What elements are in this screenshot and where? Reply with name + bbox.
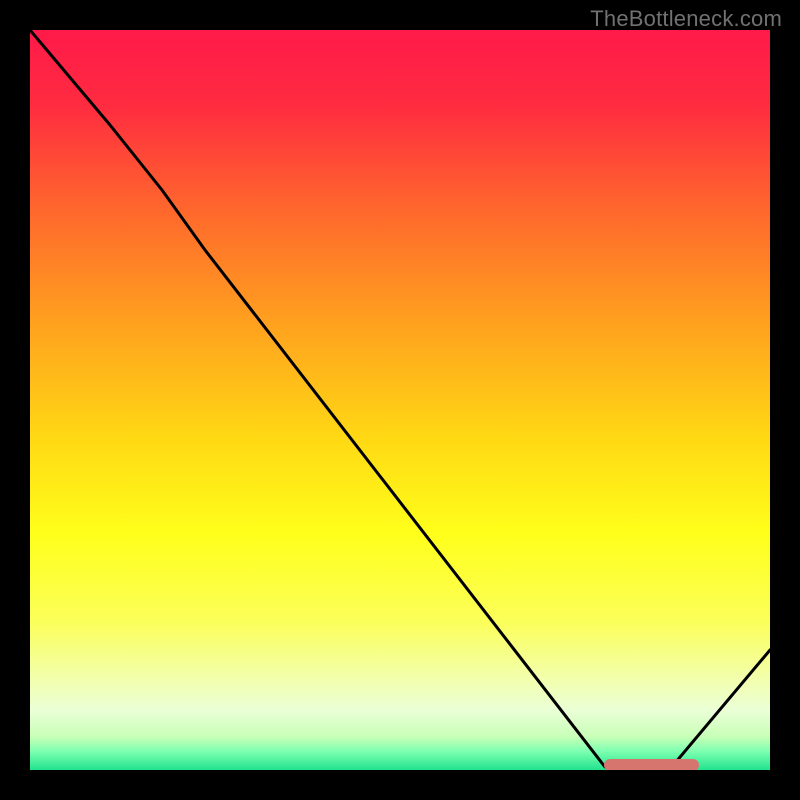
plot-svg <box>30 30 770 770</box>
sweet-spot-marker <box>604 759 699 770</box>
plot-container <box>30 30 770 770</box>
gradient-background <box>30 30 770 770</box>
watermark-text: TheBottleneck.com <box>590 6 782 32</box>
